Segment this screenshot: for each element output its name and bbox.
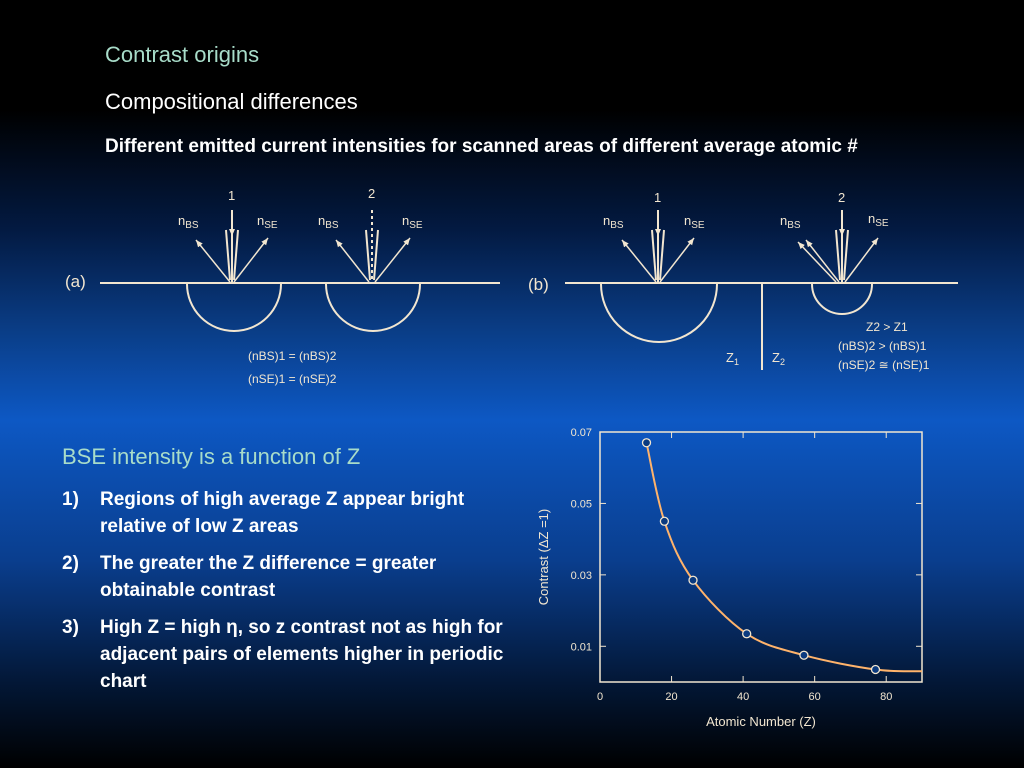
list-number: 1) [62, 489, 79, 510]
label-nbs-a1: nBS [178, 213, 199, 231]
point-list: 1) Regions of high average Z appear brig… [62, 486, 522, 705]
x-tick-label: 20 [665, 691, 677, 703]
relation-z: Z2 > Z1 [866, 320, 908, 334]
interaction-volume-b1 [600, 283, 718, 343]
list-number: 2) [62, 553, 79, 574]
label-nbs-a2: nBS [318, 213, 339, 231]
x-tick-label: 40 [737, 691, 749, 703]
label-nse-a2: nSE [402, 213, 423, 231]
list-item: 2) The greater the Z difference = greate… [62, 550, 522, 604]
list-text: Regions of high average Z appear bright … [100, 489, 465, 537]
data-point [799, 650, 809, 660]
y-tick-label: 0.03 [571, 570, 592, 582]
contrast-diagram: (a) (b) 1 2 1 2 nBS nSE nBS nSE nBS nSE … [65, 186, 958, 386]
label-z2: Z2 [772, 350, 785, 367]
list-text: High Z = high η, so z contrast not as hi… [100, 617, 504, 692]
chart-y-axis-label: Contrast (ΔZ =1) [536, 509, 551, 605]
beam-number-a1: 1 [228, 188, 235, 203]
slide-lead-text: Different emitted current intensities fo… [105, 136, 858, 157]
label-nse-b2: nSE [868, 211, 889, 229]
chart-x-axis-label: Atomic Number (Z) [706, 714, 816, 729]
data-point [688, 575, 698, 585]
data-point [742, 629, 752, 639]
label-z1: Z1 [726, 350, 739, 367]
chart-frame [599, 431, 923, 683]
data-point [641, 438, 652, 448]
list-text: The greater the Z difference = greater o… [100, 553, 437, 601]
interaction-volume-a1 [186, 283, 282, 332]
contrast-curve [645, 442, 923, 673]
panel-label-b: (b) [528, 275, 549, 294]
y-tick-label: 0.07 [571, 427, 592, 439]
slide-subtitle: Compositional differences [105, 89, 358, 114]
x-tick-label: 60 [809, 691, 821, 703]
beam-number-b2: 2 [838, 190, 845, 205]
bse-heading: BSE intensity is a function of Z [62, 444, 361, 469]
interaction-volume-a2 [325, 283, 421, 332]
x-tick-label: 0 [597, 691, 603, 703]
relation-nbs: (nBS)2 > (nBS)1 [838, 339, 927, 353]
contrast-chart: 0.01 0.03 0.05 0.07 0 20 40 60 80 Atomic Number … [536, 427, 923, 729]
interaction-volume-b2 [811, 283, 873, 315]
data-point [870, 664, 881, 675]
x-tick-label: 80 [880, 691, 892, 703]
y-tick-label: 0.01 [571, 641, 592, 653]
equation-bs-equal: (nBS)1 = (nBS)2 [248, 349, 337, 363]
list-item: 1) Regions of high average Z appear brig… [62, 486, 522, 540]
equation-se-equal: (nSE)1 = (nSE)2 [248, 372, 337, 386]
relation-nse: (nSE)2 ≅ (nSE)1 [838, 358, 930, 372]
list-item: 3) High Z = high η, so z contrast not as… [62, 614, 522, 695]
panel-label-a: (a) [65, 272, 86, 291]
label-nbs-b2: nBS [780, 213, 801, 231]
beam-number-a2: 2 [368, 186, 375, 201]
slide-title: Contrast origins [105, 42, 260, 67]
data-point [659, 516, 670, 526]
y-tick-label: 0.05 [571, 498, 592, 510]
label-nse-a1: nSE [257, 213, 278, 231]
beam-number-b1: 1 [654, 190, 661, 205]
label-nbs-b1: nBS [603, 213, 624, 231]
list-number: 3) [62, 617, 79, 638]
label-nse-b1: nSE [684, 213, 705, 231]
